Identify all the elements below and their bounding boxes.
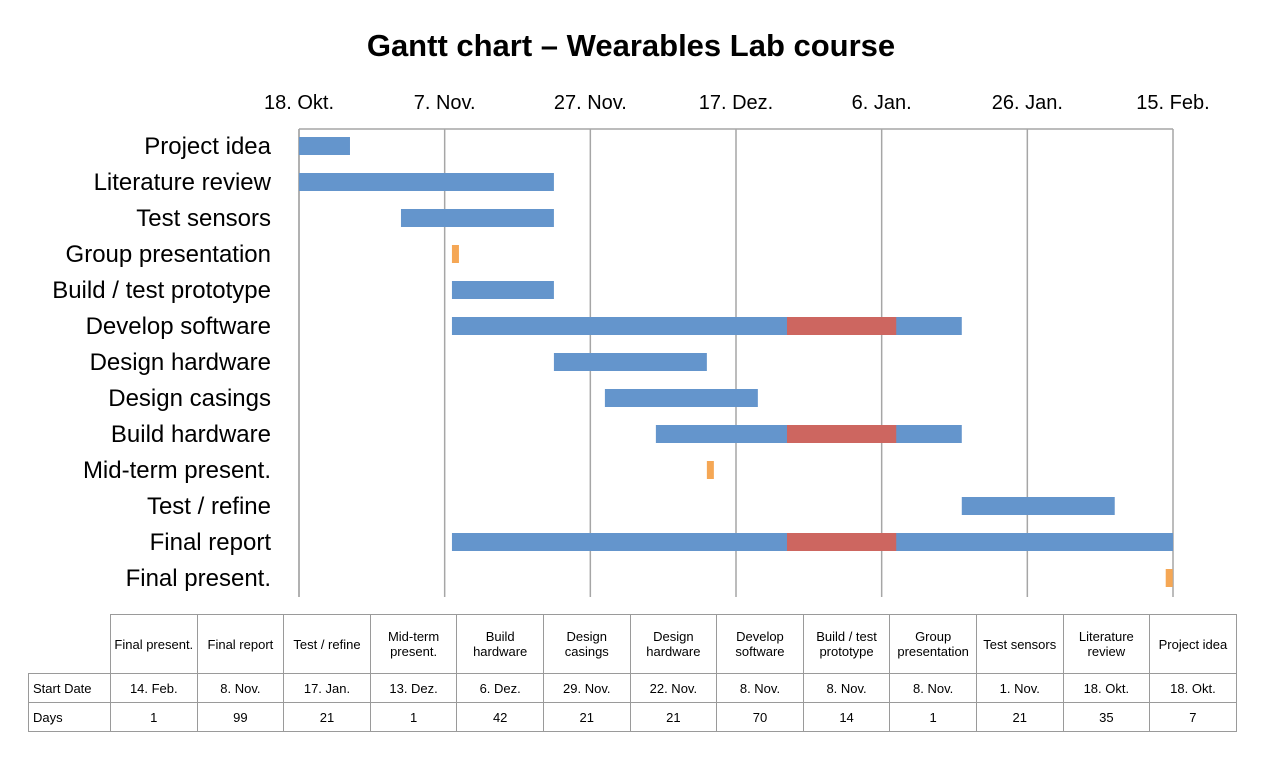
task-label: Build / test prototype (52, 277, 271, 304)
milestone-mark (1165, 569, 1173, 587)
table-start-date-cell: 1. Nov. (975, 673, 1064, 703)
break-segment (786, 533, 897, 551)
task-label: Final present. (126, 565, 271, 592)
table-days-cell: 7 (1149, 702, 1237, 732)
milestone-mark (706, 461, 714, 479)
chart-title: Gantt chart – Wearables Lab course (366, 28, 896, 63)
task-label: Group presentation (66, 241, 271, 268)
table-header-cell: Project idea (1149, 614, 1237, 674)
table-days-cell: 21 (975, 702, 1064, 732)
table-days-cell: 1 (369, 702, 458, 732)
task-bar (961, 497, 1115, 515)
table-days-cell: 21 (542, 702, 631, 732)
x-tick-label: 27. Nov. (554, 92, 627, 114)
table-days-cell: 21 (283, 702, 371, 732)
table-header-row: Final present. Final report Test / refine M… (28, 614, 1237, 674)
table-days-cell: 1 (889, 702, 977, 732)
table-header-cell: Group presentation (889, 614, 977, 674)
task-bar (553, 353, 707, 371)
table-header-cell: Design hardware (629, 614, 718, 674)
task-bar (604, 389, 758, 407)
break-segment (786, 317, 897, 335)
task-label: Project idea (144, 133, 271, 160)
task-label: Final report (150, 529, 272, 556)
table-start-date-cell: 22. Nov. (629, 673, 718, 703)
x-tick-label: 17. Dez. (699, 92, 773, 114)
x-tick-label: 15. Feb. (1136, 92, 1209, 114)
table-days-cell: 70 (716, 702, 804, 732)
table-start-date-cell: 18. Okt. (1062, 673, 1151, 703)
x-tick-label: 7. Nov. (414, 92, 476, 114)
task-labels: Project idea Literature review Test sensor… (52, 133, 271, 592)
table-days-cell: 1 (110, 702, 198, 732)
gridlines (298, 128, 1174, 597)
table-days-cell: 21 (629, 702, 718, 732)
task-bar (299, 137, 350, 155)
table-start-date-cell: 18. Okt. (1149, 673, 1237, 703)
table-start-date-cell: 29. Nov. (542, 673, 631, 703)
table-row-start-date: Start Date 14. Feb. 8. Nov. 17. Jan. 13. De… (28, 673, 1237, 703)
task-label: Design casings (108, 385, 271, 412)
table-start-date-cell: 8. Nov. (889, 673, 977, 703)
task-bar (299, 173, 554, 191)
table-header-cell: Test / refine (283, 614, 371, 674)
table-header-cell: Literature review (1062, 614, 1151, 674)
table-start-date-cell: 8. Nov. (196, 673, 285, 703)
table-start-date-cell: 14. Feb. (110, 673, 198, 703)
table-corner-cell (28, 614, 111, 674)
table-header-cell: Build / test prototype (802, 614, 891, 674)
task-label: Test sensors (136, 205, 271, 232)
task-bar (400, 209, 554, 227)
x-tick-label: 6. Jan. (852, 92, 912, 114)
table-header-cell: Design casings (542, 614, 631, 674)
row-label-start-date: Start Date (28, 673, 111, 703)
task-label: Build hardware (111, 421, 271, 448)
task-bar (451, 281, 554, 299)
break-segment (786, 425, 897, 443)
table-header-cell: Mid-term present. (369, 614, 458, 674)
table-start-date-cell: 6. Dez. (456, 673, 544, 703)
table-start-date-cell: 8. Nov. (716, 673, 804, 703)
table-header-cell: Build hardware (456, 614, 544, 674)
table-header-cell: Final report (196, 614, 285, 674)
table-days-cell: 42 (456, 702, 544, 732)
x-axis-tick-labels: 18. Okt. 7. Nov. 27. Nov. 17. Dez. 6. Jan. 26… (264, 92, 1210, 114)
task-label: Test / refine (147, 493, 271, 520)
gantt-chart: 18. Okt. 7. Nov. 27. Nov. 17. Dez. 6. Jan. 26… (52, 92, 1210, 597)
table-start-date-cell: 8. Nov. (802, 673, 891, 703)
table-header-cell: Develop software (716, 614, 804, 674)
task-label: Mid-term present. (83, 457, 271, 484)
table-days-cell: 99 (196, 702, 285, 732)
table-row-days: Days 1 99 21 1 42 21 21 70 14 1 21 35 7 (28, 702, 1237, 732)
milestone-mark (451, 245, 459, 263)
table-days-cell: 14 (802, 702, 891, 732)
task-label: Develop software (86, 313, 271, 340)
task-bars (299, 137, 1173, 587)
table-days-cell: 35 (1062, 702, 1151, 732)
table-start-date-cell: 17. Jan. (283, 673, 371, 703)
row-label-days: Days (28, 702, 111, 732)
table-header-cell: Final present. (110, 614, 198, 674)
table-header-cell: Test sensors (975, 614, 1064, 674)
task-label: Literature review (94, 169, 272, 196)
table-start-date-cell: 13. Dez. (369, 673, 458, 703)
x-tick-label: 18. Okt. (264, 92, 334, 114)
task-label: Design hardware (90, 349, 271, 376)
x-tick-label: 26. Jan. (992, 92, 1063, 114)
data-table: Final present. Final report Test / refine M… (28, 614, 1237, 732)
